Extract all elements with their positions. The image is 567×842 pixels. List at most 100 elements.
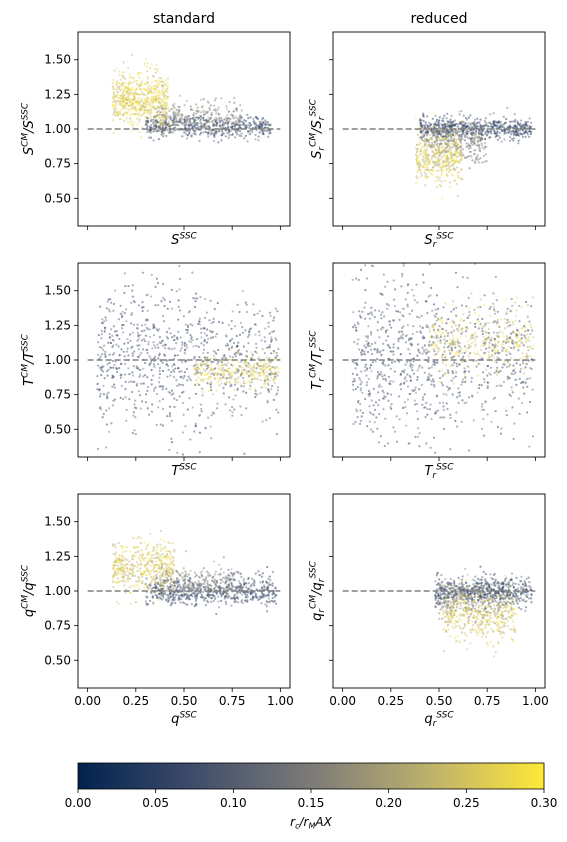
data-point — [193, 119, 196, 122]
data-point — [510, 133, 513, 136]
data-point — [113, 106, 116, 109]
data-point — [152, 116, 155, 120]
data-point — [255, 125, 258, 128]
data-point — [252, 373, 255, 376]
data-point — [243, 361, 246, 364]
data-point — [121, 97, 124, 100]
data-point — [161, 110, 165, 113]
data-point — [234, 125, 237, 128]
data-point — [424, 131, 427, 134]
data-point — [138, 76, 141, 79]
data-point — [401, 333, 404, 336]
data-point — [523, 323, 527, 326]
data-point — [523, 132, 527, 135]
data-point — [432, 380, 435, 383]
data-point — [478, 139, 482, 143]
data-point — [433, 162, 436, 165]
data-point — [470, 133, 473, 136]
data-point — [522, 386, 525, 389]
data-point — [230, 327, 233, 330]
data-point — [161, 369, 165, 373]
data-point — [441, 136, 444, 139]
data-point — [137, 97, 141, 100]
data-point — [188, 310, 191, 313]
data-point — [457, 354, 460, 358]
data-point — [218, 113, 221, 116]
data-point — [448, 145, 451, 148]
data-point — [113, 398, 116, 401]
data-point — [509, 126, 512, 129]
data-point — [135, 102, 138, 105]
data-point — [515, 383, 518, 386]
data-point — [162, 123, 165, 126]
data-point — [126, 90, 129, 93]
data-point — [456, 339, 459, 342]
data-point — [449, 120, 452, 123]
data-point — [497, 126, 500, 129]
data-point — [138, 353, 141, 356]
data-point — [510, 341, 514, 344]
data-point — [451, 173, 454, 176]
data-point — [497, 134, 500, 137]
data-point — [457, 146, 460, 149]
data-point — [368, 394, 371, 397]
data-point — [167, 390, 170, 394]
data-point — [460, 332, 463, 335]
data-point — [126, 98, 129, 101]
data-point — [433, 360, 436, 364]
data-point — [526, 356, 529, 359]
data-point — [468, 321, 471, 324]
data-point — [159, 105, 163, 108]
data-point — [206, 132, 209, 135]
data-point — [446, 154, 449, 157]
data-point — [520, 337, 523, 340]
data-point — [444, 135, 447, 138]
data-point — [449, 133, 452, 136]
data-point — [194, 122, 197, 125]
data-point — [212, 349, 215, 353]
data-point — [508, 377, 511, 380]
data-point — [366, 343, 369, 346]
data-point — [467, 343, 471, 346]
data-point — [353, 379, 356, 383]
data-point — [454, 342, 457, 345]
data-point — [457, 401, 460, 404]
data-point — [200, 378, 203, 381]
data-point — [508, 131, 511, 134]
data-point — [444, 302, 447, 305]
data-point — [157, 94, 160, 98]
data-point — [135, 364, 138, 368]
data-point — [519, 339, 522, 342]
data-point — [451, 159, 454, 162]
data-point — [235, 109, 238, 112]
data-point — [254, 123, 258, 126]
data-point — [147, 111, 150, 115]
data-point — [359, 383, 362, 386]
data-point — [432, 303, 436, 306]
data-point — [388, 346, 392, 349]
data-point — [148, 335, 152, 338]
data-point — [432, 154, 436, 158]
data-point — [437, 347, 440, 350]
data-point — [355, 326, 358, 329]
data-point — [239, 365, 242, 368]
data-point — [413, 299, 416, 302]
data-point — [455, 371, 458, 374]
data-point — [432, 125, 435, 128]
data-point — [420, 131, 423, 134]
data-point — [122, 331, 125, 334]
y-tick-label: 1.50 — [44, 53, 71, 67]
data-point — [463, 124, 466, 127]
data-point — [218, 367, 221, 370]
data-point — [273, 381, 276, 384]
data-point — [460, 327, 463, 330]
data-point — [422, 114, 425, 117]
data-point — [116, 100, 119, 103]
data-point — [154, 119, 157, 122]
data-point — [514, 132, 517, 136]
data-point — [480, 344, 483, 347]
data-point — [463, 372, 466, 375]
data-point — [424, 121, 427, 124]
data-point — [154, 101, 157, 104]
data-point — [205, 120, 209, 123]
